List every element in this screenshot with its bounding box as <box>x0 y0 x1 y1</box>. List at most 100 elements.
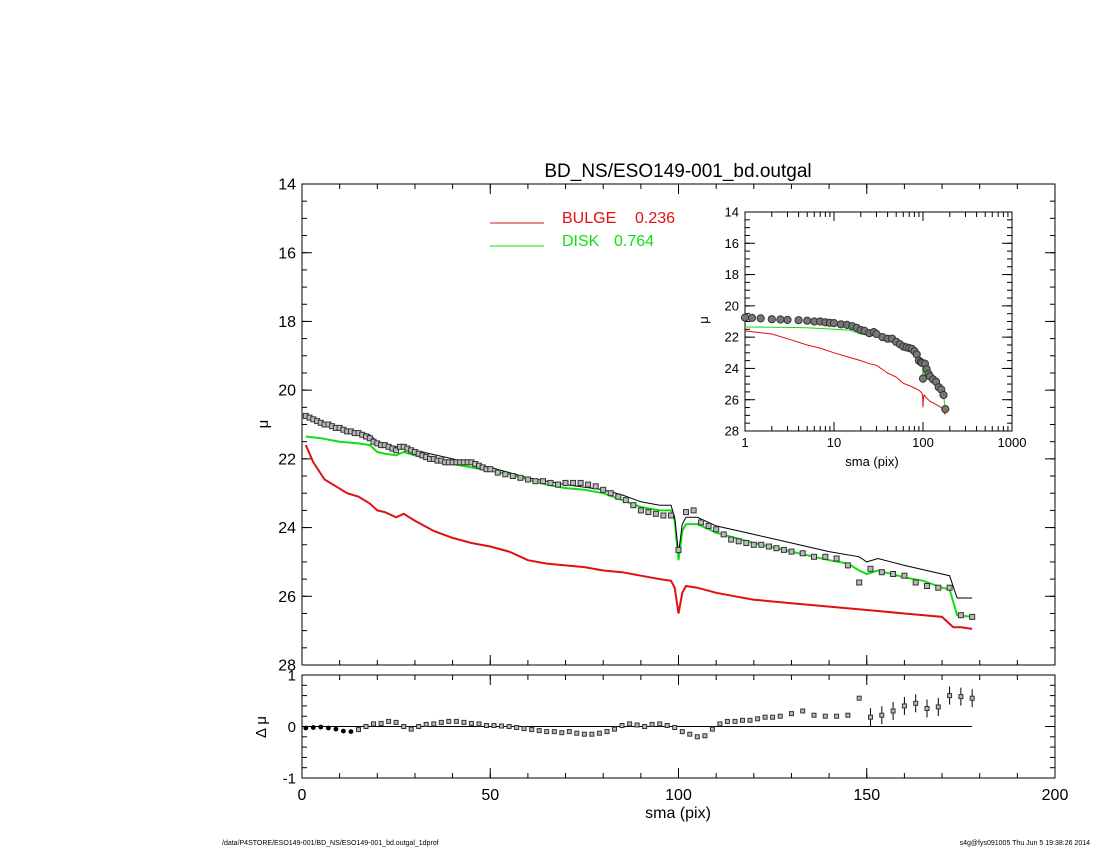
x-axis-label: sma (pix) <box>645 805 711 822</box>
residual-xtick-label: 100 <box>665 787 692 804</box>
residual-point <box>431 721 437 727</box>
inset-data-point <box>767 315 776 324</box>
residual-panel: 10-10 50 100 150 200 <box>283 667 1069 804</box>
main-y-axis-label: μ <box>255 420 272 429</box>
main-data-point <box>509 473 516 479</box>
residual-point <box>521 726 527 732</box>
residual-point <box>619 723 625 728</box>
residual-point <box>834 713 840 719</box>
main-data-point <box>487 466 494 473</box>
residual-point <box>423 721 429 727</box>
residual-point <box>777 713 783 719</box>
main-data-point <box>637 507 644 514</box>
residual-point <box>856 695 862 701</box>
residual-point <box>890 708 896 714</box>
residual-point <box>386 718 392 724</box>
inset-data-point <box>747 313 757 322</box>
residual-point <box>709 726 715 732</box>
residual-point <box>612 726 617 732</box>
main-ytick-label: 22 <box>278 451 296 468</box>
main-data-point <box>758 541 765 548</box>
main-data-point <box>765 543 772 550</box>
residual-point <box>408 726 414 732</box>
inset-ytick-label: 14 <box>725 205 739 220</box>
main-data-point <box>833 555 840 562</box>
residual-point <box>544 729 550 735</box>
residual-point <box>770 714 776 720</box>
residual-point <box>378 720 384 726</box>
main-data-point <box>502 471 509 478</box>
residual-point <box>596 730 602 736</box>
residual-xtick-label: 50 <box>481 787 499 804</box>
main-ytick-label: 24 <box>278 520 296 537</box>
residual-point <box>935 704 941 710</box>
inset-data-point <box>829 319 839 328</box>
main-data-point <box>615 493 622 500</box>
main-data-point <box>690 507 697 514</box>
residual-point <box>642 724 648 729</box>
residual-point <box>969 695 975 701</box>
main-data-point <box>773 545 780 552</box>
inset-ytick-label: 22 <box>725 330 739 345</box>
residual-point <box>581 731 587 737</box>
inset-ytick-label: 28 <box>725 424 739 439</box>
main-data-point <box>668 512 674 519</box>
residual-point <box>947 693 953 699</box>
main-data-point <box>811 553 817 560</box>
residual-point <box>476 721 482 727</box>
main-ytick-label: 26 <box>278 589 296 606</box>
residual-point <box>679 729 685 735</box>
residual-point <box>468 720 474 726</box>
residual-xtick-label: 0 <box>298 787 307 804</box>
residual-point <box>438 719 444 725</box>
residual-point <box>318 724 324 730</box>
inset-ytick-label: 26 <box>725 392 739 407</box>
inset-ytick-label: 16 <box>725 236 739 251</box>
residual-ytick-label: -1 <box>283 770 296 787</box>
inset-xtick-label: 10 <box>827 435 841 450</box>
legend-bulge-value: 0.236 <box>635 210 675 227</box>
inset-ytick-label: 20 <box>725 298 739 313</box>
residual-point <box>566 729 572 735</box>
residual-point <box>740 717 745 723</box>
inset-log-panel: 14 16 18 20 22 24 26 281 10 100 1000 <box>725 205 1027 450</box>
footer-file-path: /data/P4STORE/ESO149-001/BD_NS/ESO149-00… <box>222 840 439 847</box>
residual-point <box>913 700 919 706</box>
residual-point <box>363 724 369 729</box>
residual-point <box>514 725 520 730</box>
residual-point <box>559 730 565 736</box>
residual-point <box>461 719 467 725</box>
main-ytick-label: 16 <box>278 245 296 262</box>
main-data-point <box>957 612 964 619</box>
residual-point <box>341 728 346 734</box>
residual-point <box>484 723 489 728</box>
main-ytick-label: 18 <box>278 314 296 331</box>
residual-point <box>393 719 399 725</box>
residual-point <box>755 716 761 722</box>
main-data-point <box>652 510 659 517</box>
residual-point <box>536 728 542 734</box>
main-data-point <box>799 550 806 557</box>
inset-data-point <box>918 374 928 383</box>
residual-point <box>702 733 708 739</box>
residual-xtick-label: 150 <box>853 787 880 804</box>
residual-point <box>811 712 817 718</box>
inset-data-point <box>939 390 948 400</box>
inset-bulge-line <box>744 330 946 415</box>
residual-ytick-label: 0 <box>288 719 296 736</box>
residual-point <box>506 724 512 729</box>
main-data-point <box>698 519 705 526</box>
residual-point <box>845 712 851 718</box>
footer-timestamp: s4g@fys091005 Thu Jun 5 19:38:26 2014 <box>959 840 1090 847</box>
inset-y-axis-label: μ <box>696 316 711 324</box>
main-data-point <box>788 548 795 555</box>
main-data-point <box>969 613 976 620</box>
main-data-point <box>547 479 554 486</box>
residual-point <box>958 694 964 700</box>
main-data-point <box>728 536 735 543</box>
residual-point <box>901 703 907 709</box>
residual-point <box>672 725 678 730</box>
residual-point <box>604 729 610 735</box>
inset-xtick-label: 1000 <box>998 435 1027 450</box>
